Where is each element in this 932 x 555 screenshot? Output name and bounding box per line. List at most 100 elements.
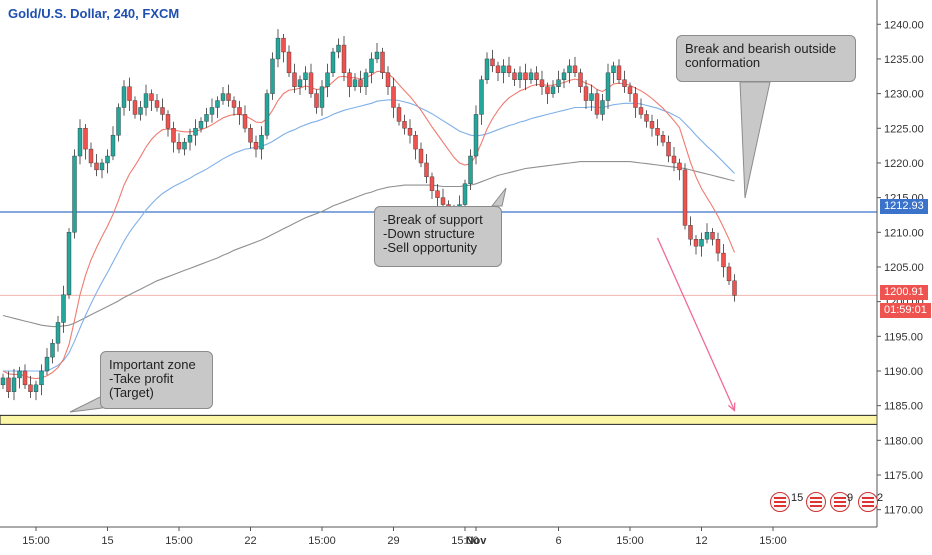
candle-body bbox=[176, 141, 182, 150]
flag-icon[interactable]: 9 bbox=[830, 492, 854, 512]
candle-body bbox=[132, 100, 138, 115]
candle-body bbox=[534, 72, 539, 80]
candle-body bbox=[105, 155, 110, 164]
downtrend-arrow bbox=[656, 237, 736, 411]
candle-body bbox=[314, 93, 319, 108]
candle-body bbox=[649, 121, 655, 129]
candle-body bbox=[732, 280, 737, 296]
candle-body bbox=[413, 135, 418, 150]
candle-body bbox=[633, 93, 638, 108]
y-tick-label: 1235.00 bbox=[884, 54, 924, 66]
candle-body bbox=[545, 86, 550, 94]
candle-body bbox=[143, 93, 149, 108]
candle-body bbox=[292, 72, 297, 87]
annotation-line: (Target) bbox=[109, 385, 154, 400]
event-count: 2 bbox=[877, 492, 884, 504]
candle-body bbox=[583, 86, 589, 101]
target-zone bbox=[0, 414, 878, 425]
candle-body bbox=[83, 128, 88, 150]
annotation-line: Break and bearish outside bbox=[685, 41, 837, 56]
annotation-break-bearish[interactable]: Break and bearish outside conformation bbox=[676, 35, 856, 82]
candle-body bbox=[215, 100, 220, 108]
y-tick-label: 1240.00 bbox=[884, 19, 924, 31]
candle-body bbox=[407, 128, 413, 136]
arrow-head bbox=[727, 402, 736, 412]
chart-title: Gold/U.S. Dollar, 240, FXCM bbox=[8, 6, 180, 21]
candle-body bbox=[341, 44, 347, 74]
annotation-pointer bbox=[739, 81, 771, 199]
candle-body bbox=[468, 155, 473, 184]
y-tick-label: 1230.00 bbox=[884, 89, 924, 101]
candle-body bbox=[396, 107, 402, 122]
candle-body bbox=[352, 79, 358, 87]
annotation-line: -Take profit bbox=[109, 371, 174, 386]
candle-body bbox=[688, 225, 693, 240]
candle-body bbox=[715, 239, 721, 254]
candle-body bbox=[589, 93, 594, 101]
candle-body bbox=[611, 65, 616, 74]
candle-body bbox=[154, 100, 160, 108]
candle-body bbox=[0, 377, 6, 386]
ma-blue-line bbox=[3, 99, 735, 372]
candle-body bbox=[490, 58, 495, 67]
y-tick-label: 1175.00 bbox=[884, 470, 923, 482]
candle-body bbox=[165, 114, 171, 129]
candle-body bbox=[99, 162, 105, 171]
x-tick-label: 15:00 bbox=[451, 535, 479, 547]
candle-body bbox=[44, 356, 50, 372]
candle-body bbox=[660, 135, 666, 143]
candle-body bbox=[347, 72, 352, 87]
candle-body bbox=[682, 169, 688, 226]
candle-body bbox=[231, 100, 237, 108]
candle-body bbox=[110, 135, 116, 157]
annotation-line: Important zone bbox=[109, 357, 196, 372]
candle-body bbox=[418, 148, 424, 164]
event-count: 15 bbox=[791, 492, 804, 504]
candle-body bbox=[286, 51, 292, 74]
x-tick-label: 6 bbox=[555, 535, 561, 547]
y-tick-label: 1205.00 bbox=[884, 262, 924, 274]
candle-body bbox=[363, 72, 369, 87]
y-tick-label: 1195.00 bbox=[884, 331, 923, 343]
candle-body bbox=[182, 141, 187, 150]
candle-body bbox=[594, 93, 600, 115]
y-tick-label: 1210.00 bbox=[884, 227, 924, 239]
candle-body bbox=[699, 239, 704, 247]
x-tick-label: 15:00 bbox=[616, 535, 644, 547]
candle-body bbox=[358, 79, 363, 87]
candle-body bbox=[391, 86, 396, 108]
candle-body bbox=[259, 135, 264, 150]
candle-body bbox=[88, 148, 94, 164]
candle-body bbox=[501, 65, 506, 74]
economic-events[interactable]: 15 9 2 bbox=[770, 492, 883, 512]
candle-body bbox=[209, 107, 215, 115]
candle-body bbox=[17, 370, 22, 379]
candle-body bbox=[28, 384, 33, 392]
flag-icon[interactable] bbox=[806, 492, 826, 512]
event-count: 9 bbox=[847, 492, 854, 504]
flag-icon[interactable]: 15 bbox=[770, 492, 803, 512]
candle-body bbox=[264, 93, 270, 136]
x-tick-label: 15:00 bbox=[22, 535, 50, 547]
candle-body bbox=[220, 93, 226, 101]
candle-body bbox=[495, 65, 501, 74]
candle-body bbox=[561, 72, 567, 80]
annotation-important-zone[interactable]: Important zone -Take profit (Target) bbox=[100, 351, 213, 409]
annotation-line: -Break of support bbox=[383, 212, 483, 227]
candle-body bbox=[237, 107, 242, 115]
candle-body bbox=[330, 51, 336, 74]
candle-body bbox=[627, 86, 633, 94]
candle-body bbox=[655, 128, 660, 136]
candle-body bbox=[116, 107, 121, 136]
candle-body bbox=[193, 128, 198, 136]
y-tick-label: 1225.00 bbox=[884, 123, 924, 135]
annotation-break-support[interactable]: -Break of support -Down structure -Sell … bbox=[374, 206, 502, 267]
flag-icon[interactable]: 2 bbox=[858, 492, 883, 512]
candle-body bbox=[506, 65, 512, 74]
x-tick-label: 15 bbox=[101, 535, 113, 547]
annotation-line: conformation bbox=[685, 55, 761, 70]
candle-body bbox=[50, 343, 55, 358]
candle-body bbox=[204, 114, 209, 122]
